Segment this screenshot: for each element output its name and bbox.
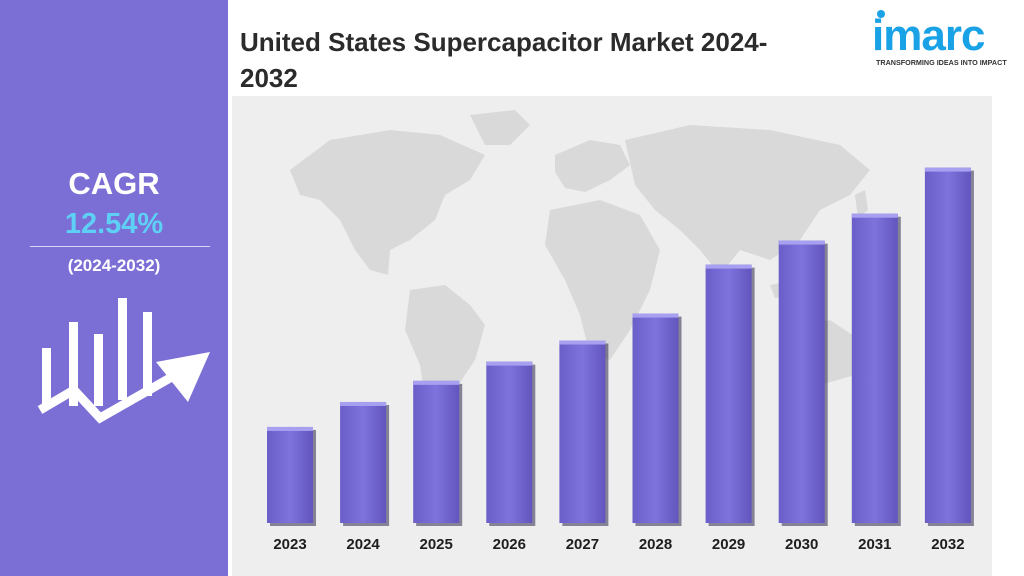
bar-top-2031 [851, 213, 898, 218]
x-tick-label-2029: 2029 [712, 536, 745, 553]
x-tick-label-2028: 2028 [639, 536, 672, 553]
x-tick-label-2027: 2027 [566, 536, 599, 553]
bar-2031 [851, 213, 898, 524]
bar-top-2024 [340, 401, 387, 406]
cagr-value: 12.54% [64, 208, 164, 240]
logo-dot [877, 10, 885, 18]
sidebar: CAGR 12.54% (2024-2032) [0, 0, 228, 576]
bar-top-2023 [267, 426, 313, 431]
bar-top-2026 [486, 361, 533, 366]
title-line-2: 2032 [240, 63, 298, 93]
growth-chart-icon [37, 298, 210, 424]
bar-2029 [705, 264, 752, 523]
cagr-divider [30, 246, 210, 247]
bar-2028 [632, 313, 679, 523]
x-tick-label-2026: 2026 [493, 536, 526, 553]
bar-2025 [413, 380, 460, 523]
bar-2026 [486, 361, 533, 523]
title-line-1: United States Supercapacitor Market 2024… [240, 27, 768, 57]
x-tick-label-2023: 2023 [273, 536, 306, 553]
bar-2024 [340, 401, 387, 523]
x-tick-label-2031: 2031 [858, 536, 891, 553]
bar-top-2032 [924, 167, 971, 172]
x-tick-label-2025: 2025 [420, 536, 453, 553]
bar-2032 [924, 167, 971, 523]
imarc-logo: imarc TRANSFORMING IDEAS INTO IMPACT [870, 8, 1018, 68]
x-tick-label-2032: 2032 [931, 536, 964, 553]
cagr-period: (2024-2032) [67, 256, 161, 275]
cagr-label: CAGR [68, 166, 160, 201]
x-tick-label-2024: 2024 [346, 536, 380, 553]
bar-top-2028 [632, 313, 679, 318]
x-tick-label-2030: 2030 [785, 536, 818, 553]
bar-top-2029 [705, 264, 752, 269]
page-title: United States Supercapacitor Market 2024… [240, 24, 880, 96]
logo-wordmark: imarc [872, 11, 985, 60]
bar-2027 [559, 340, 606, 523]
logo-tagline: TRANSFORMING IDEAS INTO IMPACT [876, 58, 1007, 67]
bar-top-2025 [413, 380, 460, 385]
bar-2030 [778, 240, 825, 523]
bar-top-2030 [778, 240, 825, 245]
bar-2023 [267, 426, 313, 523]
bar-top-2027 [559, 340, 606, 345]
